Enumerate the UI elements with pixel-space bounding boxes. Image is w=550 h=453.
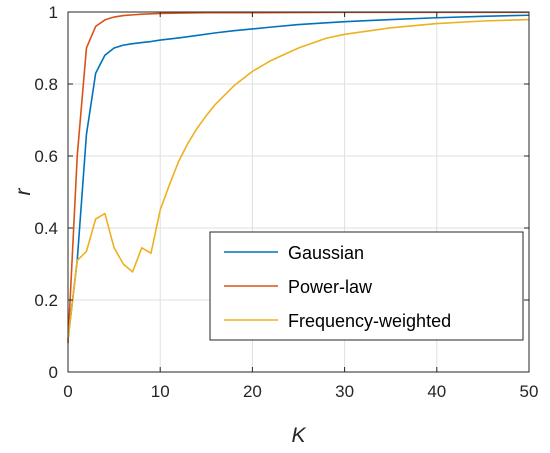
legend: Gaussian Power-law Frequency-weighted <box>209 231 524 341</box>
legend-label: Power-law <box>288 277 373 297</box>
x-tick-label: 20 <box>243 382 262 401</box>
y-tick-label: 0 <box>49 363 58 382</box>
series-lines <box>67 11 530 344</box>
x-tick-label: 30 <box>335 382 354 401</box>
y-tick-label: 1 <box>49 3 58 22</box>
y-tick-label: 0.2 <box>34 291 58 310</box>
series-line-frequency-weighted <box>67 18 530 340</box>
legend-label: Gaussian <box>288 243 364 263</box>
y-tick-label: 0.6 <box>34 147 58 166</box>
axis-ticks: 0 10 20 30 40 50 0 0.2 0.4 0.6 0.8 1 <box>34 3 538 401</box>
x-tick-label: 40 <box>427 382 446 401</box>
legend-label: Frequency-weighted <box>288 311 451 331</box>
x-tick-label: 0 <box>63 382 72 401</box>
x-tick-label: 10 <box>151 382 170 401</box>
series-line-gaussian <box>67 14 530 340</box>
series-line-power-law <box>67 11 529 344</box>
grid <box>68 12 529 372</box>
x-axis-label: K <box>291 424 306 447</box>
y-tick-label: 0.4 <box>34 219 58 238</box>
x-tick-label: 50 <box>520 382 539 401</box>
y-axis-label: r <box>12 188 35 196</box>
plot-frame <box>67 11 530 373</box>
y-tick-label: 0.8 <box>34 75 58 94</box>
